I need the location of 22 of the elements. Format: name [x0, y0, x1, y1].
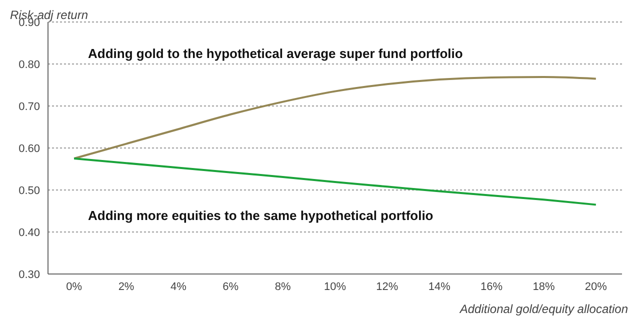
series-label: Adding gold to the hypothetical average super fund portfolio [88, 46, 463, 61]
y-tick-label: 0.40 [18, 226, 40, 239]
y-tick-label: 0.50 [18, 184, 40, 197]
x-tick-label: 8% [274, 280, 291, 293]
x-tick-label: 20% [584, 280, 608, 293]
y-tick-label: 0.60 [18, 142, 40, 155]
x-tick-label: 16% [480, 280, 503, 293]
y-tick-label: 0.70 [18, 100, 40, 113]
series-label: Adding more equities to the same hypothetical portfolio [88, 208, 434, 223]
x-tick-label: 2% [118, 280, 134, 293]
x-tick-label: 10% [324, 280, 346, 293]
x-axis-title: Additional gold/equity allocation [460, 302, 628, 316]
x-tick-label: 0% [66, 280, 82, 293]
x-tick-label: 12% [376, 280, 398, 293]
x-tick-label: 6% [222, 280, 239, 293]
x-tick-label: 4% [170, 280, 187, 293]
x-tick-label: 18% [532, 280, 555, 293]
x-tick-label: 14% [428, 280, 451, 293]
line-series [73, 158, 597, 206]
y-tick-label: 0.30 [18, 268, 40, 281]
y-tick-label: 0.80 [18, 58, 40, 71]
line-series [73, 76, 597, 160]
